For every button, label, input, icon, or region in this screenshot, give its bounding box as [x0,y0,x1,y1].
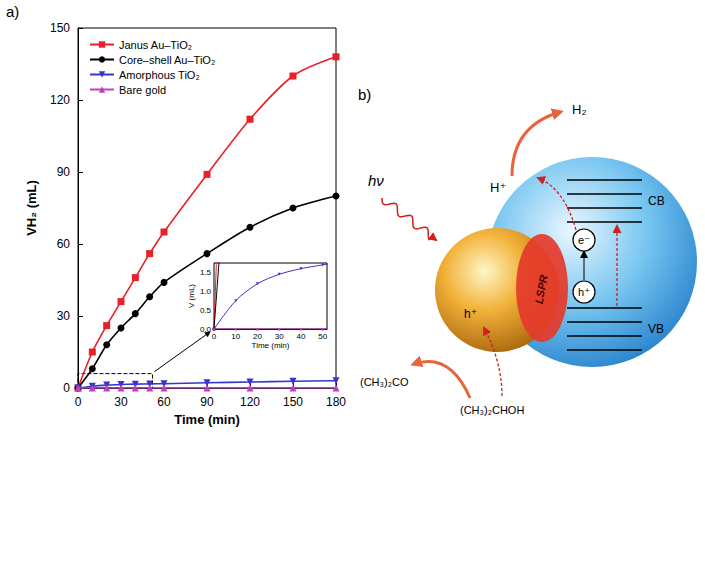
svg-text:LSPR: LSPR [533,274,550,305]
svg-text:0.0: 0.0 [199,324,211,334]
svg-text:30: 30 [114,395,128,409]
svg-text:150: 150 [50,21,70,35]
svg-text:H₂: H₂ [572,102,586,117]
svg-text:1.0: 1.0 [200,287,212,296]
svg-text:H⁺: H⁺ [490,180,506,195]
svg-text:0.5: 0.5 [200,306,212,315]
svg-text:0: 0 [212,332,217,341]
svg-text:Janus Au–TiO₂: Janus Au–TiO₂ [119,39,192,51]
svg-text:a): a) [6,3,19,20]
svg-text:50: 50 [318,332,327,341]
svg-text:(CH₃)₂CHOH: (CH₃)₂CHOH [460,404,524,416]
svg-text:1.5: 1.5 [200,268,212,277]
svg-text:0: 0 [63,381,70,395]
svg-text:hν: hν [368,172,384,189]
svg-text:VB: VB [648,322,664,336]
svg-text:Bare gold: Bare gold [119,84,166,96]
svg-text:90: 90 [200,395,214,409]
svg-text:(CH₃)₂CO: (CH₃)₂CO [360,376,409,388]
svg-text:VH₂ (mL): VH₂ (mL) [24,180,39,236]
svg-text:150: 150 [283,395,303,409]
svg-text:e⁻: e⁻ [578,234,590,246]
svg-text:90: 90 [57,165,71,179]
svg-text:V (mL): V (mL) [187,284,196,308]
svg-text:10: 10 [231,332,240,341]
svg-text:40: 40 [296,332,305,341]
svg-text:120: 120 [50,93,70,107]
svg-text:20: 20 [253,332,262,341]
svg-text:b): b) [358,86,371,103]
svg-text:60: 60 [157,395,171,409]
svg-text:Time (min): Time (min) [252,341,290,350]
svg-text:Time (min): Time (min) [174,412,240,427]
svg-text:Amorphous TiO₂: Amorphous TiO₂ [119,69,200,81]
svg-text:Core–shell Au–TiO₂: Core–shell Au–TiO₂ [119,54,215,66]
svg-text:180: 180 [326,395,346,409]
svg-text:120: 120 [240,395,260,409]
svg-text:CB: CB [648,194,665,208]
svg-text:30: 30 [57,309,71,323]
svg-text:h⁺: h⁺ [578,286,590,298]
svg-text:0: 0 [75,395,82,409]
svg-text:60: 60 [57,237,71,251]
svg-text:30: 30 [275,332,284,341]
svg-text:h⁺: h⁺ [464,307,477,321]
